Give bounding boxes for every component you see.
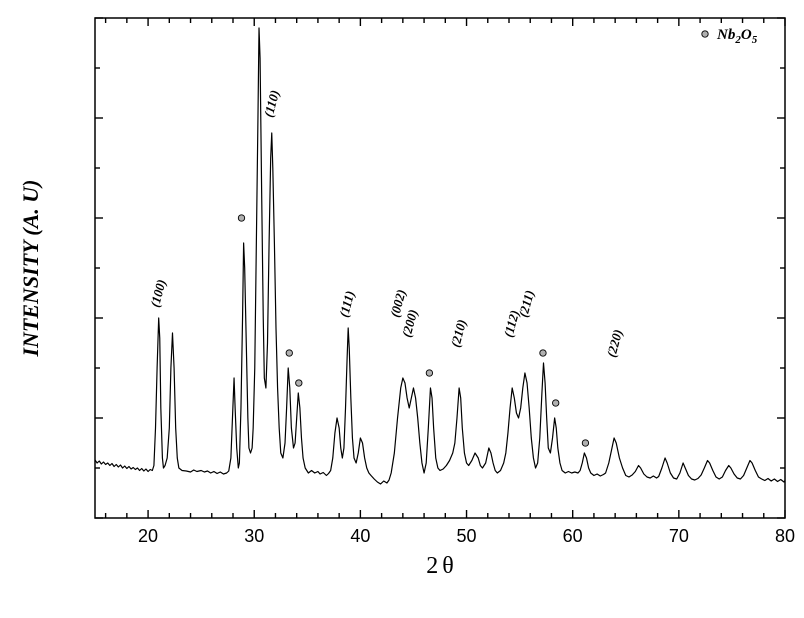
nb2o5-marker (238, 215, 244, 221)
x-tick-label: 80 (775, 526, 795, 546)
xrd-chart: 203040506070802θINTENSITY (A. U)(100)(11… (0, 0, 804, 618)
nb2o5-marker (553, 400, 559, 406)
legend-marker-icon (702, 31, 708, 37)
x-tick-label: 70 (669, 526, 689, 546)
nb2o5-marker (582, 440, 588, 446)
x-tick-label: 60 (563, 526, 583, 546)
x-tick-label: 20 (138, 526, 158, 546)
y-axis-label: INTENSITY (A. U) (18, 179, 43, 357)
nb2o5-marker (296, 380, 302, 386)
x-tick-label: 40 (350, 526, 370, 546)
nb2o5-marker (286, 350, 292, 356)
nb2o5-marker (426, 370, 432, 376)
x-tick-label: 50 (457, 526, 477, 546)
x-tick-label: 30 (244, 526, 264, 546)
nb2o5-marker (540, 350, 546, 356)
